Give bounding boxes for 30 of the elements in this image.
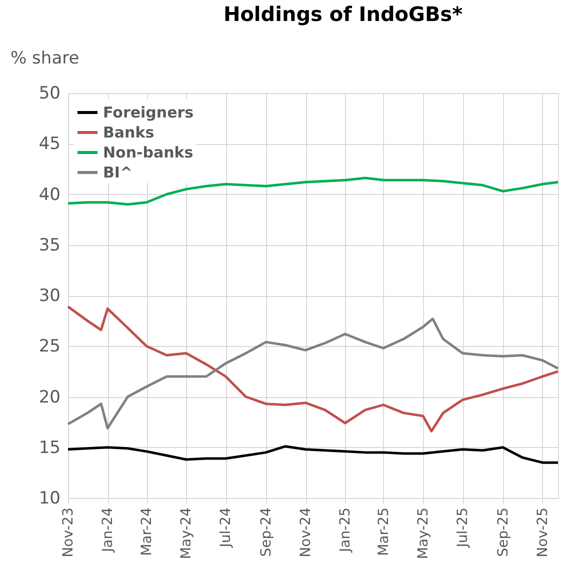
line-series xyxy=(66,445,560,464)
y-tick-label: 25 xyxy=(38,336,60,357)
x-tick-label: Nov-24 xyxy=(298,507,314,558)
x-tick-label: Jul-24 xyxy=(218,507,234,548)
y-tick-label: 30 xyxy=(38,286,60,306)
x-tick-label: Mar-24 xyxy=(139,507,156,556)
y-tick-label: 40 xyxy=(38,184,60,205)
legend-label: Foreigners xyxy=(103,104,194,122)
x-tick-label: Nov-25 xyxy=(534,508,551,558)
y-tick-label: 35 xyxy=(38,235,60,256)
x-tick-label: Jul-25 xyxy=(455,508,472,548)
x-tick-label: Jan-25 xyxy=(338,508,354,553)
y-tick-label: 50 xyxy=(38,84,60,104)
y-tick-label: 45 xyxy=(38,134,60,154)
y-tick-label: 20 xyxy=(38,387,60,408)
x-tick-label: Sep-24 xyxy=(258,507,274,557)
legend-label: Non-banks xyxy=(103,144,194,162)
legend-label: BI^ xyxy=(103,164,133,182)
x-tick-label: Mar-25 xyxy=(376,508,392,556)
legend-label: Banks xyxy=(103,124,154,142)
line-series xyxy=(66,176,560,206)
chart-title: Holdings of IndoGBs* xyxy=(223,2,464,26)
x-tick-label: Nov-23 xyxy=(60,508,76,558)
y-tick-label: 15 xyxy=(38,438,60,458)
y-axis-title: % share xyxy=(10,48,80,68)
x-tick-label: Jan-24 xyxy=(100,507,116,553)
x-tick-label: May-24 xyxy=(178,507,195,560)
x-tick-label: Sep-25 xyxy=(495,508,512,557)
x-tick-label: May-25 xyxy=(416,508,432,560)
y-tick-label: 10 xyxy=(38,488,60,508)
